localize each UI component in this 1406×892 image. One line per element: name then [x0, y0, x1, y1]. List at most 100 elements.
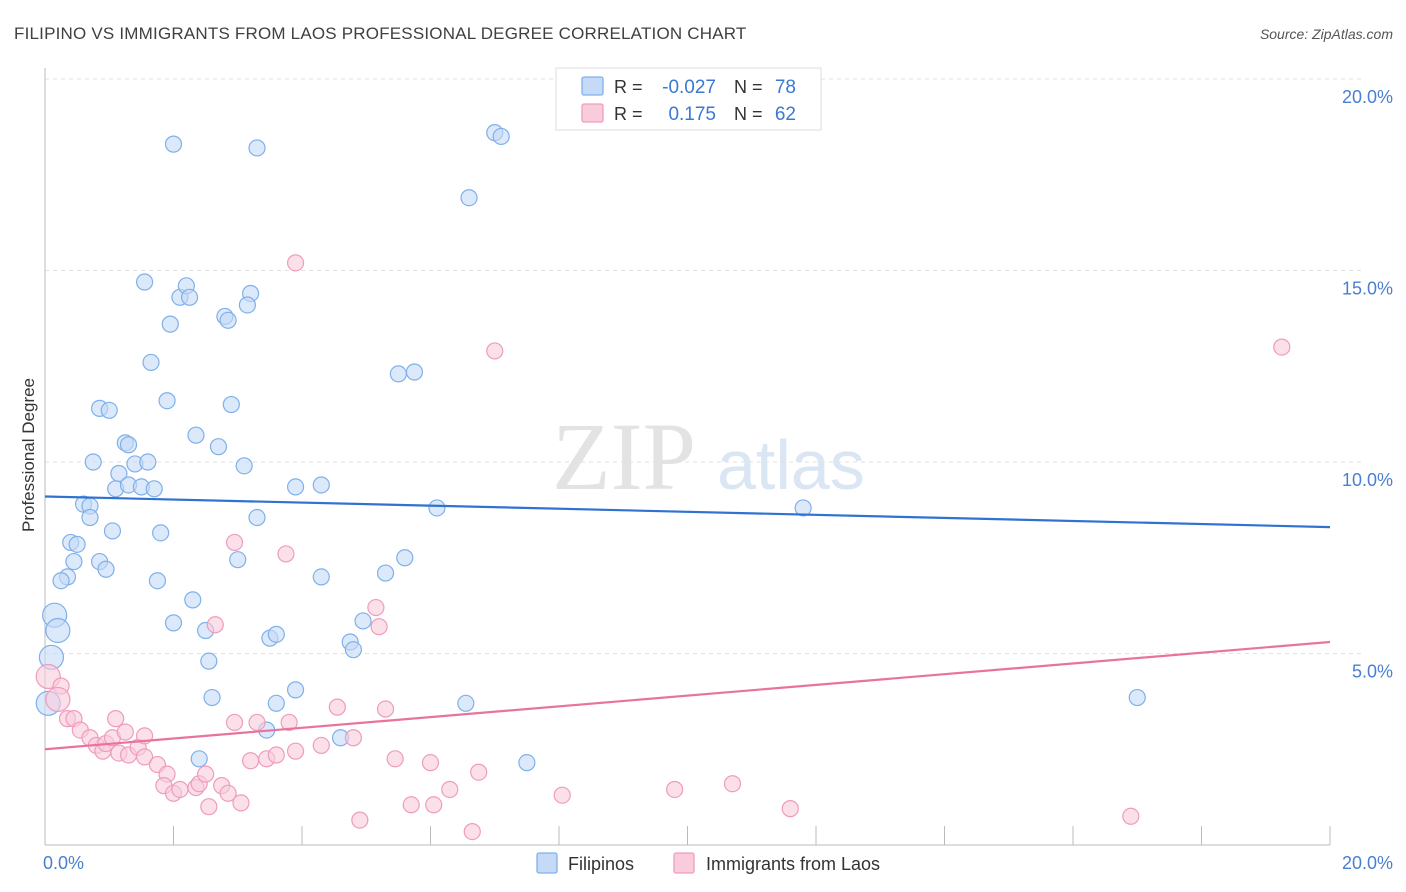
point-filipinos-65: [354, 612, 372, 630]
point-laos-5: [367, 598, 385, 617]
point-filipinos-1: [248, 139, 266, 157]
point-filipinos-50: [376, 564, 395, 582]
point-filipinos-39: [103, 522, 122, 540]
point-laos-57: [666, 780, 684, 799]
x-tick-label-max: 20.0%: [1342, 853, 1393, 873]
point-laos-2: [1273, 338, 1291, 356]
point-filipinos-20: [100, 401, 118, 419]
point-laos-37: [232, 794, 250, 812]
point-filipinos-59: [45, 617, 71, 644]
point-filipinos-4: [460, 189, 478, 207]
point-filipinos-48: [97, 560, 115, 578]
point-filipinos-24: [209, 438, 228, 456]
point-laos-56: [553, 786, 571, 804]
series-1-points: [35, 254, 1291, 841]
legend-swatch-laos: [581, 103, 604, 123]
point-filipinos-35: [312, 476, 330, 494]
legend-n-value-1: 78: [775, 77, 796, 98]
watermark: ZIP atlas: [552, 403, 865, 510]
point-filipinos-68: [203, 688, 221, 707]
point-laos-41: [267, 746, 285, 764]
point-filipinos-18: [222, 395, 240, 414]
point-filipinos-67: [200, 652, 218, 670]
point-laos-53: [441, 780, 459, 799]
legend-n-value-2: 62: [775, 104, 796, 125]
point-laos-38: [242, 752, 260, 770]
gridlines: [45, 78, 1365, 654]
point-filipinos-29: [235, 457, 253, 475]
point-filipinos-53: [52, 572, 70, 590]
point-filipinos-42: [428, 499, 446, 517]
point-laos-39: [248, 713, 266, 732]
point-laos-22: [116, 723, 134, 741]
point-filipinos-43: [794, 499, 812, 517]
y-tick-label-0: 5.0%: [1352, 662, 1393, 682]
point-laos-33: [197, 765, 215, 783]
point-filipinos-71: [457, 694, 475, 712]
point-laos-46: [344, 729, 362, 747]
bottom-legend-swatch-filipinos: [536, 852, 558, 874]
legend-r-label-2: R =: [614, 104, 643, 124]
point-filipinos-62: [267, 625, 285, 643]
point-filipinos-77: [518, 754, 536, 772]
point-laos-6: [370, 618, 388, 636]
point-filipinos-76: [190, 750, 208, 768]
watermark-zip: ZIP: [552, 403, 696, 510]
point-filipinos-17: [158, 392, 176, 410]
point-filipinos-70: [286, 681, 305, 699]
point-laos-4: [277, 545, 295, 563]
point-laos-55: [470, 763, 488, 781]
x-tick-labels: 0.0% 20.0%: [43, 853, 1393, 873]
point-laos-0: [286, 254, 305, 272]
point-laos-42: [280, 713, 298, 732]
x-tick-label-min: 0.0%: [43, 853, 84, 873]
series-points: [35, 124, 1291, 841]
point-laos-47: [351, 811, 369, 829]
point-filipinos-15: [389, 365, 407, 383]
legend-r-value-1: -0.027: [662, 77, 716, 98]
point-filipinos-23: [119, 436, 138, 454]
point-filipinos-56: [184, 591, 202, 609]
point-laos-34: [200, 798, 218, 816]
point-filipinos-3: [492, 127, 510, 146]
bottom-legend-label-laos: Immigrants from Laos: [706, 854, 880, 874]
point-filipinos-41: [248, 508, 266, 527]
legend-n-label-2: N =: [734, 104, 763, 124]
point-laos-60: [1122, 807, 1140, 825]
legend: R = -0.027 N = 78 R = 0.175 N = 62: [555, 67, 822, 131]
point-filipinos-16: [405, 363, 424, 381]
point-filipinos-0: [164, 135, 183, 153]
y-tick-labels: 5.0% 10.0% 15.0% 20.0%: [1342, 87, 1393, 682]
point-laos-58: [723, 775, 742, 793]
chart-title: FILIPINO VS IMMIGRANTS FROM LAOS PROFESS…: [14, 24, 747, 43]
point-filipinos-47: [65, 552, 83, 571]
point-filipinos-25: [84, 453, 102, 471]
point-filipinos-51: [396, 549, 414, 567]
point-laos-1: [486, 342, 504, 360]
trend-line-laos: [44, 640, 1331, 751]
point-laos-61: [225, 713, 244, 732]
point-laos-45: [328, 698, 346, 716]
point-laos-54: [463, 822, 481, 841]
point-filipinos-72: [1128, 688, 1146, 707]
point-filipinos-5: [135, 273, 154, 291]
point-filipinos-21: [187, 426, 205, 444]
point-laos-49: [386, 750, 404, 768]
point-laos-48: [376, 700, 395, 718]
point-laos-36: [219, 784, 237, 802]
point-filipinos-34: [286, 478, 305, 496]
chart-source: Source: ZipAtlas.com: [1260, 26, 1393, 42]
bottom-legend: Filipinos Immigrants from Laos: [536, 852, 880, 874]
point-filipinos-8: [180, 288, 199, 306]
y-tick-label-1: 10.0%: [1342, 470, 1393, 490]
point-filipinos-13: [219, 311, 237, 329]
trend-lines: [44, 495, 1331, 751]
point-filipinos-49: [229, 551, 247, 569]
y-axis-label: Professional Degree: [19, 378, 38, 532]
watermark-atlas: atlas: [717, 426, 865, 504]
point-laos-3: [225, 533, 244, 552]
legend-n-label-1: N =: [734, 77, 763, 97]
point-filipinos-11: [161, 315, 179, 333]
point-laos-51: [421, 754, 440, 772]
